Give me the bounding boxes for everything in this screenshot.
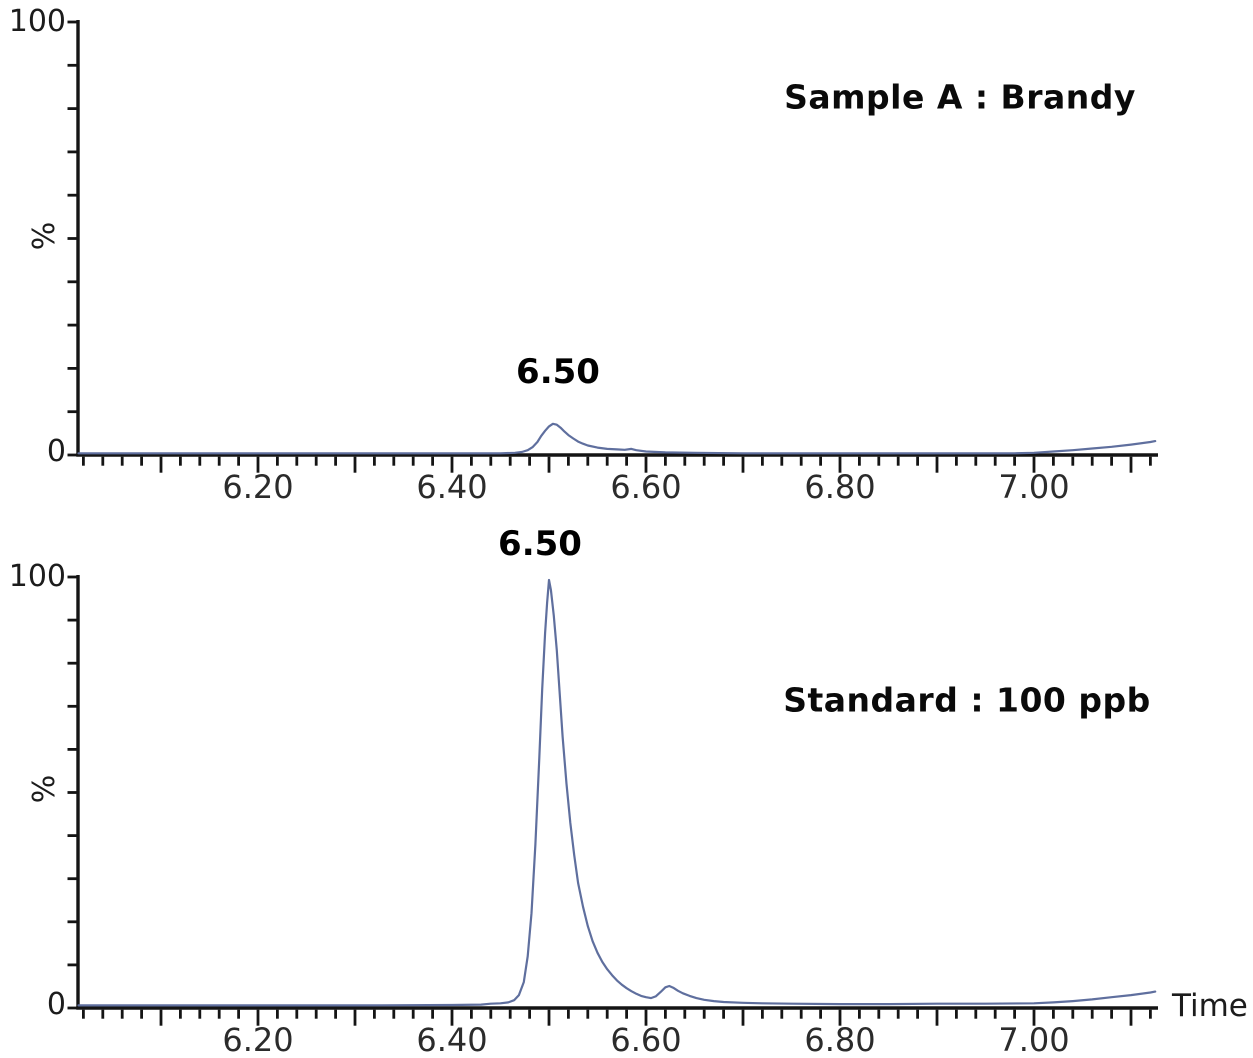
y-axis-max-label-standard: 100	[8, 559, 66, 594]
panel-title-standard: Standard : 100 ppb	[783, 680, 1151, 720]
x-tick-label-standard: 6.80	[804, 1021, 875, 1058]
trace-sample	[77, 422, 1157, 455]
x-tick-label-sample: 6.60	[610, 468, 681, 506]
trace-standard	[77, 578, 1157, 1007]
x-tick-label-standard: 6.60	[610, 1021, 681, 1058]
x-tick-label-standard: 6.40	[416, 1021, 487, 1058]
y-axis-unit-percent-standard: %	[27, 774, 62, 804]
x-tick-label-sample: 6.80	[804, 468, 875, 506]
x-tick-label-standard: 6.20	[222, 1021, 293, 1058]
y-axis-min-label-sample: 0	[46, 434, 66, 469]
y-axis-min-label-standard: 0	[46, 987, 66, 1022]
x-tick-label-sample: 6.20	[222, 468, 293, 506]
x-axis-label-time: Time	[1172, 988, 1248, 1024]
peak-retention-time-label-sample: 6.50	[516, 352, 600, 392]
y-axis-max-label-sample: 100	[8, 4, 66, 39]
y-axis-unit-percent-sample: %	[27, 221, 62, 251]
x-tick-label-sample: 6.40	[416, 468, 487, 506]
x-tick-label-sample: 7.00	[998, 468, 1069, 506]
x-tick-label-standard: 7.00	[998, 1021, 1069, 1058]
peak-retention-time-label-standard: 6.50	[498, 524, 582, 564]
panel-title-sample: Sample A : Brandy	[784, 77, 1136, 117]
